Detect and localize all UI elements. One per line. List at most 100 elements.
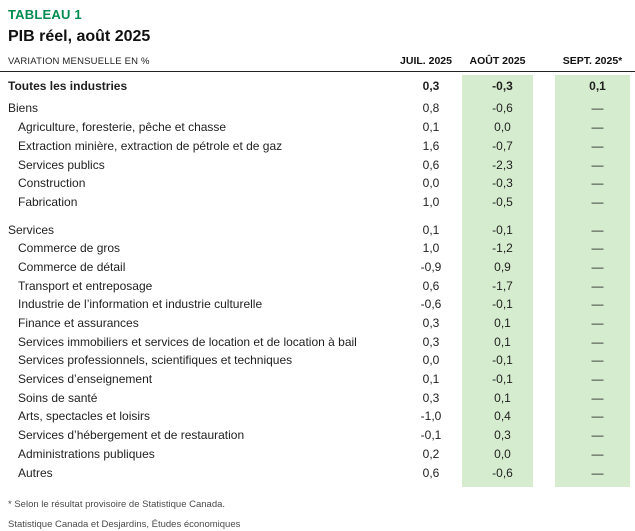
row-value-aout: 0,0 [494, 446, 511, 461]
row-value-juil: 0,6 [422, 465, 440, 480]
table-row: Administrations publiques 0,2 0,0 — [0, 445, 635, 464]
table-row: Autres 0,6 -0,6 — [0, 463, 635, 482]
row-value-juil: 1,6 [422, 138, 440, 153]
row-value-sept: — [591, 353, 604, 368]
row-label: Extraction minière, extraction de pétrol… [18, 138, 283, 153]
row-value-juil: 0,6 [422, 157, 440, 172]
row-label: Services d’enseignement [18, 372, 153, 387]
table-row: Services 0,1 -0,1 — [0, 220, 635, 239]
row-value-sept: — [591, 278, 604, 293]
row-value-juil: -1,0 [420, 409, 442, 424]
row-value-aout: -0,6 [492, 465, 513, 480]
table-row: Finance et assurances 0,3 0,1 — [0, 314, 635, 333]
table-row: Commerce de détail -0,9 0,9 — [0, 258, 635, 277]
highlight-column-sept [555, 75, 630, 487]
row-label: Soins de santé [18, 390, 98, 405]
row-value-aout: -0,1 [492, 222, 513, 237]
row-label: Administrations publiques [18, 446, 155, 461]
row-value-sept: — [591, 194, 604, 209]
row-label: Services d’hébergement et de restauratio… [18, 428, 245, 443]
row-label: Biens [8, 101, 39, 116]
column-header-juil: JUIL. 2025 [400, 55, 452, 68]
row-value-sept: 0,1 [589, 78, 606, 93]
row-value-sept: — [591, 446, 604, 461]
row-label: Transport et entreposage [18, 278, 153, 293]
row-value-aout: -0,7 [492, 138, 513, 153]
footnotes: * Selon le résultat provisoire de Statis… [0, 499, 635, 531]
row-value-juil: 0,3 [422, 390, 440, 405]
row-value-aout: -0,3 [492, 78, 513, 93]
row-value-juil: -0,6 [420, 297, 442, 312]
table-row: Soins de santé 0,3 0,1 — [0, 388, 635, 407]
row-label: Arts, spectacles et loisirs [18, 409, 151, 424]
row-value-aout: -0,6 [492, 101, 513, 116]
row-label: Commerce de détail [18, 259, 126, 274]
table-row: Industrie de l’information et industrie … [0, 295, 635, 314]
row-label: Toutes les industries [8, 78, 128, 93]
row-value-aout: -1,2 [492, 241, 513, 256]
table-row: Services immobiliers et services de loca… [0, 332, 635, 351]
row-value-juil: 0,3 [422, 78, 440, 93]
table-rows: Toutes les industries 0,3 -0,3 0,1 Biens… [0, 76, 635, 481]
row-value-juil: 0,3 [422, 316, 440, 331]
row-value-sept: — [591, 316, 604, 331]
row-value-juil: 0,8 [422, 101, 440, 116]
row-value-sept: — [591, 138, 604, 153]
table-body: Toutes les industries 0,3 -0,3 0,1 Biens… [0, 72, 635, 487]
row-label: Industrie de l’information et industrie … [18, 297, 263, 312]
row-label: Construction [18, 176, 86, 191]
table-title: PIB réel, août 2025 [8, 28, 151, 46]
row-value-sept: — [591, 222, 604, 237]
row-value-aout: 0,0 [494, 120, 511, 135]
row-value-sept: — [591, 259, 604, 274]
row-label: Agriculture, foresterie, pêche et chasse [18, 120, 227, 135]
row-value-aout: -0,1 [492, 372, 513, 387]
footnote-source: Statistique Canada et Desjardins, Études… [8, 519, 241, 531]
table-row: Transport et entreposage 0,6 -1,7 — [0, 276, 635, 295]
row-value-juil: 1,0 [422, 241, 440, 256]
column-header-row: VARIATION MENSUELLE EN % JUIL. 2025 AOÛT… [0, 55, 635, 73]
table-row: Fabrication 1,0 -0,5 — [0, 193, 635, 212]
row-value-aout: -1,7 [492, 278, 513, 293]
row-value-juil: 0,0 [422, 353, 440, 368]
table-row: Extraction minière, extraction de pétrol… [0, 137, 635, 156]
row-value-sept: — [591, 297, 604, 312]
row-value-aout: 0,1 [494, 334, 511, 349]
table-row: Services d’enseignement 0,1 -0,1 — [0, 370, 635, 389]
row-value-juil: 0,1 [422, 222, 440, 237]
row-value-aout: -2,3 [492, 157, 513, 172]
row-value-sept: — [591, 465, 604, 480]
table-row: Construction 0,0 -0,3 — [0, 174, 635, 193]
row-value-sept: — [591, 428, 604, 443]
row-label: Services professionnels, scientifiques e… [18, 353, 293, 368]
row-value-sept: — [591, 157, 604, 172]
row-value-juil: 0,1 [422, 372, 440, 387]
table-row: Biens 0,8 -0,6 — [0, 99, 635, 118]
table-row: Services d’hébergement et de restauratio… [0, 426, 635, 445]
row-value-aout: 0,1 [494, 316, 511, 331]
row-value-aout: 0,9 [494, 259, 511, 274]
row-label: Finance et assurances [18, 316, 139, 331]
row-value-juil: 0,3 [422, 334, 440, 349]
row-label: Autres [18, 465, 53, 480]
table-number-label: TABLEAU 1 [8, 7, 82, 22]
row-value-sept: — [591, 372, 604, 387]
row-value-juil: 0,6 [422, 278, 440, 293]
row-value-aout: -0,1 [492, 353, 513, 368]
row-value-aout: -0,5 [492, 194, 513, 209]
row-value-juil: -0,9 [420, 259, 442, 274]
row-value-aout: 0,1 [494, 390, 511, 405]
row-value-sept: — [591, 390, 604, 405]
row-value-aout: -0,1 [492, 297, 513, 312]
row-value-juil: 1,0 [422, 194, 440, 209]
row-value-sept: — [591, 120, 604, 135]
table-row: Toutes les industries 0,3 -0,3 0,1 [0, 76, 635, 95]
row-value-sept: — [591, 241, 604, 256]
row-value-juil: 0,2 [422, 446, 440, 461]
row-value-sept: — [591, 101, 604, 116]
highlight-column-aout [462, 75, 533, 487]
column-header-aout: AOÛT 2025 [469, 55, 526, 68]
row-value-juil: 0,0 [422, 176, 440, 191]
row-label: Services [8, 222, 55, 237]
